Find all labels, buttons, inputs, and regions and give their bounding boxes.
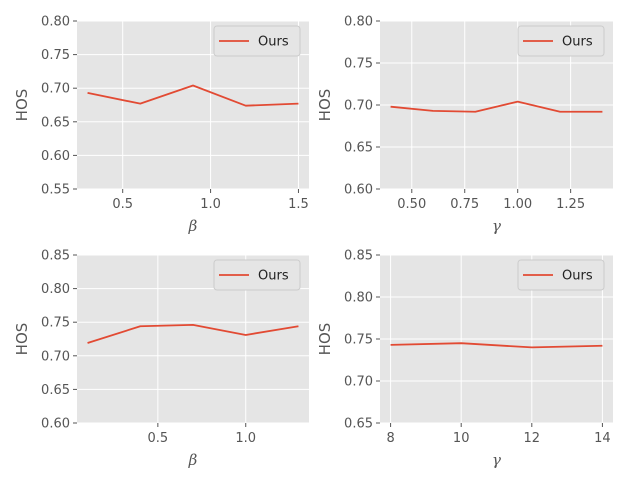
legend: Ours <box>213 25 301 57</box>
subplot-3: 0.60 0.65 0.70 0.75 0.80 0.85 0.5 1.0 β HOS Ours <box>13 249 309 469</box>
legend-entry-label: Ours <box>562 35 593 50</box>
legend: Ours <box>517 259 605 291</box>
y-tick-label: 0.85 <box>41 249 70 264</box>
x-axis-label: β <box>188 217 198 235</box>
y-axis-label: HOS <box>13 89 31 122</box>
y-tick-label: 0.70 <box>41 82 70 97</box>
legend-box <box>517 259 605 291</box>
y-tick-label: 0.65 <box>344 417 373 432</box>
y-axis-label: HOS <box>316 323 334 356</box>
x-tick-label: 1.0 <box>200 197 221 212</box>
legend: Ours <box>517 25 605 57</box>
y-tick-label: 0.55 <box>41 183 70 198</box>
subplot-2: 0.60 0.65 0.70 0.75 0.80 0.50 0.75 1.00 1.25 γ HOS… <box>316 15 613 235</box>
y-tick-label: 0.80 <box>344 15 373 30</box>
x-tick-label: 0.5 <box>112 197 133 212</box>
y-tick-label: 0.60 <box>344 183 373 198</box>
x-tick-label: 12 <box>524 431 541 446</box>
legend-box <box>213 25 301 57</box>
x-axis-label: γ <box>492 451 501 469</box>
x-tick-label: 1.5 <box>288 197 309 212</box>
y-tick-label: 0.85 <box>344 249 373 264</box>
y-tick-label: 0.80 <box>41 282 70 297</box>
x-tick-label: 0.75 <box>450 197 479 212</box>
legend-entry-label: Ours <box>258 269 289 284</box>
y-tick-label: 0.60 <box>41 149 70 164</box>
subplot-1: 0.55 0.60 0.65 0.70 0.75 0.80 0.5 1.0 1.5 β HOS Our… <box>13 15 309 235</box>
y-tick-label: 0.75 <box>41 48 70 63</box>
x-tick-label: 0.5 <box>148 431 169 446</box>
y-tick-label: 0.80 <box>344 291 373 306</box>
y-tick-label: 0.65 <box>41 115 70 130</box>
y-tick-label: 0.75 <box>41 316 70 331</box>
y-tick-label: 0.70 <box>344 375 373 390</box>
y-tick-label: 0.65 <box>41 383 70 398</box>
y-tick-label: 0.70 <box>41 349 70 364</box>
x-tick-label: 1.25 <box>556 197 585 212</box>
legend-entry-label: Ours <box>562 269 593 284</box>
y-tick-label: 0.70 <box>344 99 373 114</box>
x-tick-label: 1.00 <box>503 197 532 212</box>
x-tick-label: 8 <box>386 431 394 446</box>
legend-box <box>213 259 301 291</box>
y-tick-label: 0.75 <box>344 333 373 348</box>
y-tick-label: 0.75 <box>344 57 373 72</box>
y-axis-label: HOS <box>13 323 31 356</box>
x-axis-label: γ <box>492 217 501 235</box>
subplot-4: 0.65 0.70 0.75 0.80 0.85 8 10 12 14 γ HOS Ours <box>316 249 613 469</box>
x-tick-label: 14 <box>594 431 611 446</box>
y-tick-label: 0.80 <box>41 15 70 30</box>
y-tick-label: 0.65 <box>344 141 373 156</box>
x-tick-label: 0.50 <box>397 197 426 212</box>
series-line-ours <box>390 342 603 349</box>
legend: Ours <box>213 259 301 291</box>
x-axis-label: β <box>188 451 198 469</box>
legend-entry-label: Ours <box>258 35 289 50</box>
x-tick-label: 10 <box>453 431 470 446</box>
series-line-ours <box>87 323 299 344</box>
x-tick-label: 1.0 <box>235 431 256 446</box>
y-axis-label: HOS <box>316 89 334 122</box>
legend-box <box>517 25 605 57</box>
series-line-ours <box>87 84 299 107</box>
y-tick-label: 0.60 <box>41 417 70 432</box>
series-line-ours <box>390 100 603 113</box>
